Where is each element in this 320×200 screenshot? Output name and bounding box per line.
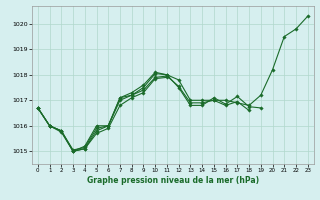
X-axis label: Graphe pression niveau de la mer (hPa): Graphe pression niveau de la mer (hPa) [87,176,259,185]
